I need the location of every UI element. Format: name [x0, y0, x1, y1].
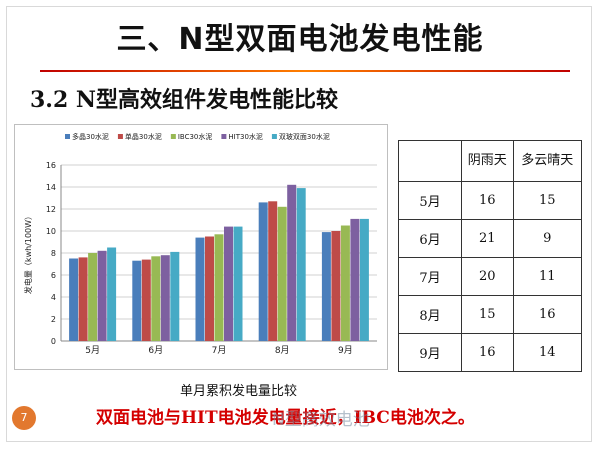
slide-subtitle: 3.2 N型高效组件发电性能比较 [30, 87, 339, 113]
bar [331, 231, 341, 341]
x-tick-label: 6月 [148, 345, 163, 356]
bar [296, 188, 306, 341]
bar-chart-svg: 0 2 4 6 8 10 12 14 16 发电量（kwh/100W） 5月 6月 7月 8月 9月 多晶30… [23, 132, 377, 356]
bar [151, 256, 161, 341]
table-cell: 7月 [398, 257, 462, 296]
legend-swatch [221, 134, 227, 139]
table-cell: 20 [461, 257, 514, 296]
y-tick-label: 8 [51, 249, 56, 258]
slide-title: 三、N型双面电池发电性能 [116, 22, 484, 57]
x-tick-label: 5月 [85, 345, 100, 356]
y-tick-label: 16 [46, 161, 56, 170]
bar [277, 206, 287, 341]
table-row: 5月 16 15 [398, 181, 583, 220]
legend-swatch [65, 134, 70, 139]
x-tick-label: 8月 [275, 345, 290, 356]
bar [350, 218, 360, 341]
bar [224, 226, 233, 341]
table-cell: 16 [461, 333, 514, 372]
bar [170, 251, 180, 341]
bar [287, 184, 297, 341]
legend-label: 多晶30水泥 [72, 132, 109, 141]
y-tick-label: 0 [51, 337, 56, 346]
legend-label: HIT30水泥 [228, 132, 263, 141]
y-axis-label: 发电量（kwh/100W） [23, 212, 33, 294]
table-cell: 8月 [398, 295, 462, 334]
bar [78, 257, 88, 341]
legend-label: 双玻双面30水泥 [279, 132, 330, 141]
x-tick-label: 9月 [338, 345, 353, 356]
legend-swatch [170, 134, 176, 139]
table-cell: 6月 [398, 219, 462, 258]
bar [214, 234, 224, 341]
y-tick-label: 4 [51, 293, 56, 302]
table-header-cell: 多云晴天 [512, 140, 583, 182]
bar [132, 260, 142, 341]
table-row: 9月 16 14 [398, 333, 583, 372]
table-cell: 15 [512, 181, 583, 220]
table-cell: 9 [512, 219, 583, 258]
table-cell: 14 [512, 333, 583, 372]
title-divider [40, 70, 570, 72]
y-tick-label: 10 [46, 227, 56, 236]
table-cell: 9月 [398, 333, 462, 372]
table-cell: 16 [512, 295, 583, 334]
bar [97, 250, 107, 341]
bar [205, 236, 214, 341]
bar [88, 253, 98, 341]
y-tick-label: 2 [51, 315, 56, 324]
table-cell: 21 [461, 219, 514, 258]
table-row: 7月 20 11 [398, 257, 583, 296]
bar [258, 202, 268, 341]
bar [195, 237, 205, 341]
bar [233, 226, 243, 341]
table-row: 6月 21 9 [398, 219, 583, 258]
x-tick-label: 7月 [212, 345, 227, 356]
bar [69, 258, 79, 341]
bar [268, 201, 278, 341]
bar [141, 259, 151, 341]
table-header-cell [398, 140, 462, 182]
slide-number-badge: 7 [12, 406, 36, 430]
table-row: 8月 15 16 [398, 295, 583, 334]
bar [107, 247, 117, 341]
table-cell: 5月 [398, 181, 462, 220]
conclusion-text: 双面电池与HIT电池发电量接近，IBC电池次之。 [96, 408, 475, 428]
table-header-cell: 阴雨天 [461, 140, 514, 182]
legend-swatch [117, 134, 123, 139]
legend-swatch [271, 134, 277, 139]
chart-caption: 单月累积发电量比较 [180, 384, 298, 399]
legend-label: 单晶30水泥 [125, 132, 162, 141]
y-tick-label: 14 [46, 183, 56, 192]
bar [340, 225, 350, 341]
bar [321, 232, 331, 341]
y-tick-label: 6 [51, 271, 56, 280]
table-cell: 11 [512, 257, 583, 296]
table-cell: 16 [461, 181, 514, 220]
bar [359, 218, 369, 341]
watermark-text: N型高效电池 [272, 410, 370, 430]
y-tick-label: 12 [46, 205, 56, 214]
weather-days-table: 阴雨天 多云晴天 5月 16 15 6月 21 9 7月 20 11 8月 15… [398, 140, 583, 372]
table-cell: 15 [461, 295, 514, 334]
table-header-row: 阴雨天 多云晴天 [398, 140, 583, 182]
legend-label: IBC30水泥 [178, 132, 213, 141]
bar [160, 255, 170, 341]
bar-chart: 0 2 4 6 8 10 12 14 16 发电量（kwh/100W） 5月 6月 7月 8月 9月 多晶30… [14, 124, 388, 370]
